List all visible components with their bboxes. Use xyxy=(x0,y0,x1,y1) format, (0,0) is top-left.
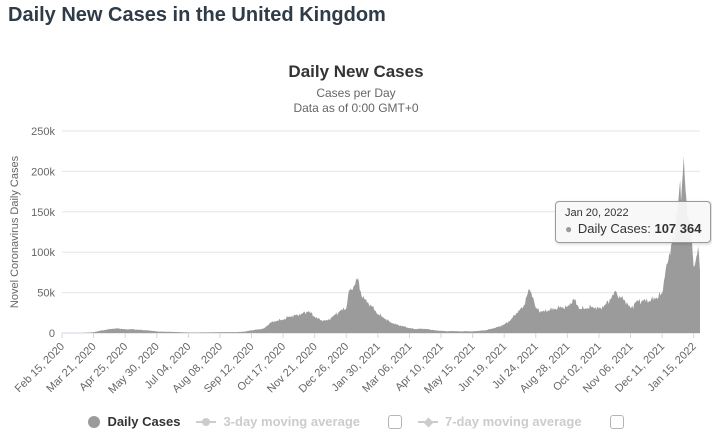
svg-text:150k: 150k xyxy=(31,207,55,219)
legend-label-7day-average: 7-day moving average xyxy=(445,414,582,429)
series-bullet-icon: ● xyxy=(565,222,573,236)
svg-text:200k: 200k xyxy=(31,166,55,178)
circle-marker-icon xyxy=(88,415,101,428)
tooltip-series-label: Daily Cases: xyxy=(577,221,651,236)
svg-text:50k: 50k xyxy=(37,288,55,300)
legend-label-daily-cases: Daily Cases xyxy=(107,414,181,429)
svg-text:250k: 250k xyxy=(31,126,55,138)
tooltip-row: ● Daily Cases: 107 364 xyxy=(565,221,701,236)
tooltip-value: 107 364 xyxy=(654,221,702,236)
legend-item-3day-average[interactable]: 3-day moving average xyxy=(196,414,360,429)
x-axis-ticks xyxy=(61,333,695,338)
legend-label-3day-average: 3-day moving average xyxy=(223,414,360,429)
tooltip-date: Jan 20, 2022 xyxy=(565,207,629,219)
svg-text:100k: 100k xyxy=(31,247,55,259)
daily-cases-area-series[interactable] xyxy=(62,156,700,333)
svg-text:0: 0 xyxy=(49,328,55,340)
line-dot-marker-icon xyxy=(196,416,217,428)
line-diamond-marker-icon xyxy=(418,416,438,428)
checkbox-3day-average[interactable] xyxy=(388,414,402,429)
chart-legend: Daily Cases 3-day moving average 7-day m… xyxy=(0,414,712,429)
y-axis-labels: 0 50k 100k 150k 200k 250k xyxy=(31,126,55,340)
chart-title: Daily New Cases xyxy=(288,62,424,81)
legend-item-7day-average[interactable]: 7-day moving average xyxy=(418,414,582,429)
chart-subtitle-data-asof: Data as of 0:00 GMT+0 xyxy=(293,101,419,115)
chart-subtitle-cases-per-day: Cases per Day xyxy=(316,86,396,100)
legend-item-daily-cases[interactable]: Daily Cases xyxy=(88,414,180,429)
y-axis-title: Novel Coronavirus Daily Cases xyxy=(9,155,21,308)
chart-tooltip: Jan 20, 2022 ● Daily Cases: 107 364 xyxy=(555,201,712,243)
page-title: Daily New Cases in the United Kingdom xyxy=(8,4,386,26)
checkbox-7day-average[interactable] xyxy=(609,414,624,429)
